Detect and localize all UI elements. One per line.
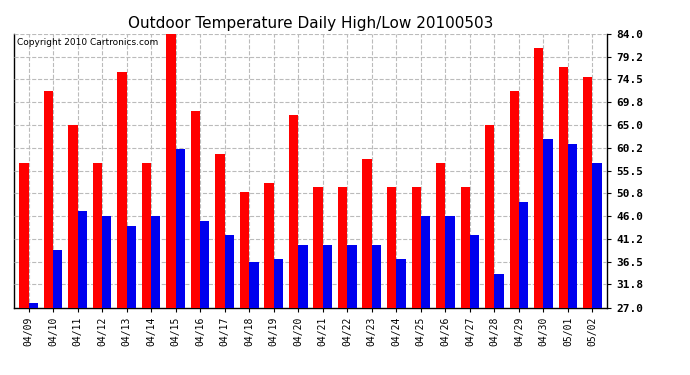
- Title: Outdoor Temperature Daily High/Low 20100503: Outdoor Temperature Daily High/Low 20100…: [128, 16, 493, 31]
- Bar: [362, 159, 372, 308]
- Bar: [411, 188, 421, 308]
- Bar: [176, 149, 185, 308]
- Bar: [519, 202, 529, 308]
- Bar: [396, 260, 406, 308]
- Bar: [593, 164, 602, 308]
- Bar: [568, 144, 578, 308]
- Bar: [191, 111, 200, 308]
- Bar: [372, 245, 381, 308]
- Bar: [338, 188, 347, 308]
- Bar: [313, 188, 323, 308]
- Bar: [460, 188, 470, 308]
- Bar: [559, 68, 568, 308]
- Bar: [240, 192, 249, 308]
- Text: Copyright 2010 Cartronics.com: Copyright 2010 Cartronics.com: [17, 38, 158, 47]
- Bar: [289, 116, 298, 308]
- Bar: [470, 236, 479, 308]
- Bar: [387, 188, 396, 308]
- Bar: [495, 274, 504, 308]
- Bar: [436, 164, 445, 308]
- Bar: [53, 250, 62, 308]
- Bar: [583, 77, 593, 308]
- Bar: [274, 260, 283, 308]
- Bar: [510, 92, 519, 308]
- Bar: [485, 125, 495, 308]
- Bar: [323, 245, 332, 308]
- Bar: [225, 236, 234, 308]
- Bar: [28, 303, 38, 307]
- Bar: [421, 216, 430, 308]
- Bar: [151, 216, 161, 308]
- Bar: [249, 262, 259, 308]
- Bar: [43, 92, 53, 308]
- Bar: [445, 216, 455, 308]
- Bar: [298, 245, 308, 308]
- Bar: [264, 183, 274, 308]
- Bar: [102, 216, 111, 308]
- Bar: [92, 164, 102, 308]
- Bar: [534, 48, 544, 308]
- Bar: [68, 125, 77, 308]
- Bar: [126, 226, 136, 308]
- Bar: [215, 154, 225, 308]
- Bar: [544, 140, 553, 308]
- Bar: [200, 221, 210, 308]
- Bar: [19, 164, 28, 308]
- Bar: [117, 72, 126, 308]
- Bar: [142, 164, 151, 308]
- Bar: [77, 211, 87, 308]
- Bar: [166, 34, 176, 308]
- Bar: [347, 245, 357, 308]
